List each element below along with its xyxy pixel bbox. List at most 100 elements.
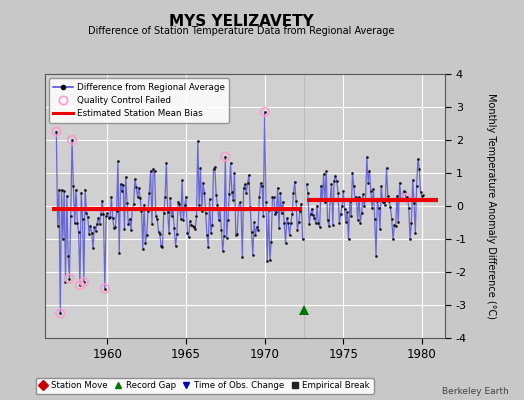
Point <box>267 239 275 246</box>
Point <box>268 194 277 201</box>
Point <box>125 216 134 222</box>
Point <box>78 216 86 222</box>
Point <box>263 258 271 264</box>
Point <box>174 199 182 205</box>
Point <box>310 214 319 221</box>
Point <box>80 279 88 285</box>
Point <box>411 230 420 236</box>
Point <box>356 220 365 226</box>
Point <box>256 180 265 186</box>
Point <box>312 220 320 226</box>
Point <box>255 194 264 200</box>
Point <box>298 236 307 242</box>
Point <box>102 213 110 219</box>
Point <box>235 199 244 206</box>
Point <box>372 253 380 259</box>
Point <box>149 166 157 172</box>
Point <box>318 196 326 202</box>
Point <box>334 189 342 196</box>
Point <box>292 198 300 204</box>
Point <box>96 211 105 217</box>
Point <box>414 156 422 162</box>
Point <box>354 216 362 223</box>
Point <box>293 227 301 233</box>
Point <box>398 197 407 204</box>
Point <box>365 168 374 174</box>
Point <box>67 213 75 219</box>
Point <box>214 217 223 223</box>
Point <box>281 240 290 246</box>
Point <box>381 202 389 208</box>
Point <box>182 194 190 200</box>
Point <box>412 183 421 189</box>
Point <box>64 252 72 259</box>
Point <box>230 170 238 176</box>
Point <box>407 220 416 226</box>
Point <box>313 202 321 209</box>
Point <box>171 243 180 250</box>
Point <box>170 225 178 232</box>
Point <box>90 224 99 230</box>
Point <box>94 215 102 221</box>
Point <box>285 232 293 238</box>
Point <box>260 109 269 115</box>
Point <box>376 226 384 233</box>
Point <box>114 158 122 164</box>
Point <box>140 202 148 208</box>
Point <box>82 210 91 216</box>
Point <box>115 250 123 256</box>
Point <box>165 230 173 237</box>
Point <box>309 212 318 218</box>
Point <box>242 190 250 196</box>
Point <box>55 186 63 193</box>
Point <box>390 222 399 229</box>
Point <box>274 184 282 191</box>
Point <box>120 226 128 232</box>
Point <box>150 168 159 174</box>
Point <box>111 224 119 230</box>
Point <box>130 176 139 182</box>
Y-axis label: Monthly Temperature Anomaly Difference (°C): Monthly Temperature Anomaly Difference (… <box>486 93 496 319</box>
Point <box>99 211 107 218</box>
Point <box>302 181 311 188</box>
Point <box>357 210 366 216</box>
Point <box>119 182 127 188</box>
Point <box>304 190 312 196</box>
Point <box>415 166 423 172</box>
Point <box>144 208 152 214</box>
Point <box>148 221 156 228</box>
Point <box>248 251 257 258</box>
Point <box>294 219 303 226</box>
Point <box>397 194 405 201</box>
Point <box>272 209 280 215</box>
Point <box>320 171 328 177</box>
Point <box>352 194 361 200</box>
Point <box>141 240 149 246</box>
Point <box>221 153 230 160</box>
Point <box>169 206 177 212</box>
Point <box>56 310 64 316</box>
Point <box>368 205 376 211</box>
Point <box>175 201 183 208</box>
Point <box>282 215 291 221</box>
Point <box>405 204 413 211</box>
Point <box>187 222 195 228</box>
Point <box>81 186 89 193</box>
Point <box>384 192 392 199</box>
Point <box>409 177 417 184</box>
Point <box>253 224 261 230</box>
Point <box>138 246 147 252</box>
Point <box>135 185 143 192</box>
Point <box>250 219 258 226</box>
Point <box>399 188 408 194</box>
Point <box>393 192 401 199</box>
Point <box>183 230 191 236</box>
Point <box>188 223 196 230</box>
Point <box>75 282 84 288</box>
Point <box>153 216 161 222</box>
Point <box>132 184 140 190</box>
Point <box>406 236 414 242</box>
Point <box>158 244 167 250</box>
Point <box>53 222 62 229</box>
Point <box>343 209 352 215</box>
